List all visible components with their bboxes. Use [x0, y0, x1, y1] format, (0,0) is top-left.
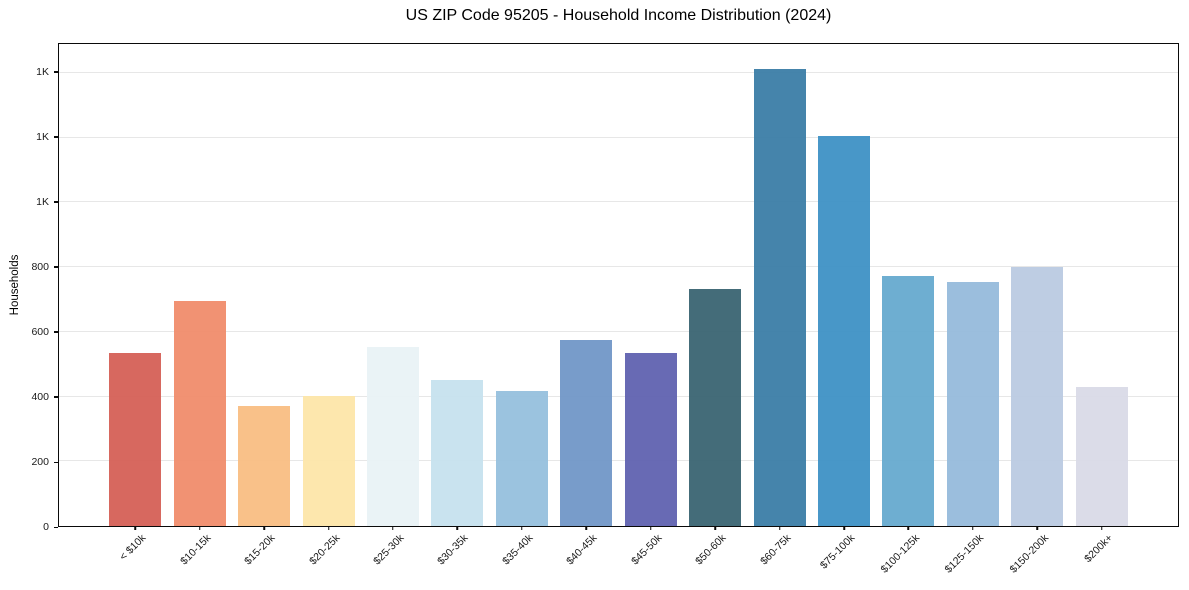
gridline [59, 460, 1178, 462]
bar [302, 395, 355, 526]
bar-slot: $20-25k [296, 44, 360, 567]
x-axis-tick-mark [327, 526, 330, 530]
x-axis-tick-mark [198, 526, 201, 530]
x-axis-label: $15-20k [242, 532, 278, 568]
x-axis-tick-mark [521, 526, 523, 530]
bar-slot: $45-50k [619, 44, 683, 567]
x-axis-tick-mark [456, 526, 459, 530]
y-axis-tick-label: 800 [31, 260, 49, 273]
bar [946, 281, 999, 526]
bar [882, 276, 935, 526]
x-axis-label: $25-30k [371, 532, 407, 568]
y-axis-tick-label: 1K [36, 130, 49, 143]
x-axis-label: $50-60k [693, 532, 729, 568]
x-axis-tick-mark [714, 526, 716, 530]
bar-slot: $10-15k [167, 44, 231, 567]
y-axis-tick-mark [53, 461, 58, 463]
x-axis-label: $100-125k [878, 532, 922, 576]
x-axis-label: $20-25k [306, 532, 343, 568]
y-axis-tick-mark [53, 266, 58, 268]
x-axis-label: $35-40k [500, 532, 536, 568]
bar [1075, 387, 1128, 526]
bar-slot: $60-75k [747, 44, 811, 567]
bar-slot: $200k+ [1070, 44, 1134, 565]
gridline [59, 266, 1178, 268]
gridline-layer [59, 44, 1178, 526]
y-axis-tick-label: 400 [31, 390, 49, 403]
bar-slot: $100-125k [876, 44, 940, 576]
y-axis-tick-label: 200 [31, 456, 49, 468]
bar-slot: $30-35k [425, 44, 489, 567]
bar-slot: $35-40k [490, 44, 554, 567]
bar [753, 68, 806, 526]
x-axis-label: < $10k [117, 532, 149, 563]
bar-slot: $125-150k [941, 44, 1005, 576]
gridline [59, 330, 1178, 332]
bar-slot: $40-45k [554, 44, 618, 567]
x-axis-label: $10-15k [177, 532, 214, 568]
bar-slot: $75-100k [812, 44, 876, 571]
x-axis-label: $45-50k [628, 532, 665, 568]
x-axis-label: $30-35k [435, 532, 471, 568]
bar [624, 353, 677, 526]
gridline [59, 201, 1178, 203]
bar [366, 346, 419, 526]
bar [560, 339, 613, 526]
y-axis: 0 200 400 600 800 1K 1K 1K [0, 43, 58, 533]
bar [689, 289, 742, 526]
bar [173, 301, 226, 526]
plot-area: < $10k $10-15k $15-20k $20-25k $25-30k $30-35… [58, 43, 1179, 576]
x-axis-tick-mark [778, 526, 781, 530]
bar-area: < $10k $10-15k $15-20k $20-25k $25-30k $30-35… [59, 44, 1178, 576]
x-axis-tick-mark [134, 526, 136, 530]
bar [431, 379, 484, 526]
x-axis-tick-mark [907, 526, 910, 530]
bar [1011, 267, 1064, 526]
bar [238, 405, 291, 526]
chart-title: US ZIP Code 95205 - Household Income Dis… [405, 7, 832, 24]
x-axis-label: $40-45k [564, 532, 600, 568]
x-axis-tick-mark [263, 526, 265, 530]
gridline [59, 395, 1178, 397]
bar-slot: $50-60k [683, 44, 747, 567]
y-axis-tick-label: 1K [36, 65, 49, 78]
bar [818, 135, 871, 526]
x-axis-tick-mark [972, 526, 974, 530]
bar-slot: $25-30k [361, 44, 425, 567]
gridline [59, 136, 1178, 138]
bar [495, 390, 548, 526]
y-axis-tick-mark [53, 396, 58, 398]
y-axis-tick-mark [53, 201, 58, 203]
y-axis-tick-mark [53, 526, 58, 528]
x-axis-tick-mark [1036, 526, 1039, 530]
y-axis-tick-mark [53, 136, 58, 138]
y-axis-tick-label: 0 [43, 521, 49, 533]
bar-slot: $150-200k [1005, 44, 1069, 576]
y-axis-tick-label: 1K [36, 195, 49, 208]
x-axis-label: $60-75k [757, 532, 794, 568]
y-axis-tick-label: 600 [31, 325, 49, 338]
x-axis-label: $125-150k [942, 532, 987, 576]
x-axis-tick-mark [649, 526, 652, 530]
x-axis-label: $200k+ [1082, 532, 1116, 566]
x-axis-tick-mark [843, 526, 845, 530]
x-axis-tick-mark [1101, 526, 1103, 530]
y-axis-tick-mark [53, 71, 58, 73]
y-axis-tick-mark [53, 331, 58, 333]
bar-slot: $15-20k [232, 44, 296, 567]
gridline [59, 71, 1178, 73]
x-axis-label: $150-200k [1007, 532, 1051, 576]
bar [109, 352, 162, 526]
x-axis-tick-mark [392, 526, 394, 530]
bar-slot: < $10k [103, 44, 167, 563]
x-axis-tick-mark [585, 526, 588, 530]
x-axis-label: $75-100k [818, 532, 858, 572]
